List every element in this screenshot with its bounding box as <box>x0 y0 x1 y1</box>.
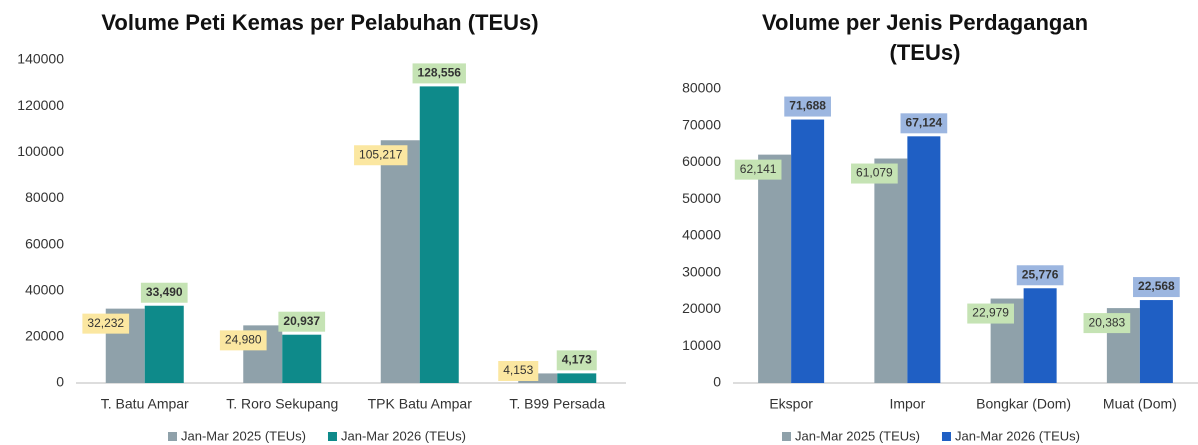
data-label: 22,568 <box>1138 279 1175 293</box>
data-label-box <box>354 145 408 166</box>
y-tick-label: 0 <box>713 374 721 390</box>
bar <box>758 154 792 383</box>
data-label-box <box>278 311 326 332</box>
y-tick-label: 140000 <box>17 51 64 67</box>
x-tick-label: T. Batu Ampar <box>101 396 189 412</box>
x-tick-label: Muat (Dom) <box>1103 396 1177 412</box>
data-label-box <box>140 282 188 303</box>
x-tick-label: T. Roro Sekupang <box>226 396 338 412</box>
data-label: 128,556 <box>418 66 462 80</box>
data-label-box <box>498 361 539 381</box>
x-tick-label: Impor <box>889 396 925 412</box>
data-label: 61,079 <box>856 166 893 180</box>
y-tick-label: 70000 <box>682 116 721 132</box>
legend-swatch <box>168 432 177 441</box>
x-tick-label: TPK Batu Ampar <box>368 396 473 412</box>
y-tick-label: 20000 <box>682 300 721 316</box>
data-label-box <box>1133 277 1180 298</box>
legend-swatch <box>782 432 791 441</box>
bar <box>791 119 825 383</box>
legend-label: Jan-Mar 2026 (TEUs) <box>955 428 1080 443</box>
legend-label: Jan-Mar 2026 (TEUs) <box>341 428 466 443</box>
bar <box>907 136 941 383</box>
y-tick-label: 0 <box>56 374 64 390</box>
x-tick-label: Ekspor <box>769 396 813 412</box>
y-tick-label: 30000 <box>682 263 721 279</box>
y-tick-label: 60000 <box>25 235 64 251</box>
data-label: 22,979 <box>972 306 1009 320</box>
data-label-box <box>82 313 130 334</box>
data-label-box <box>1083 313 1131 334</box>
bar <box>380 140 420 383</box>
data-label: 4,153 <box>503 363 533 377</box>
data-label-box <box>734 159 782 180</box>
bar <box>874 158 908 383</box>
data-label: 67,124 <box>906 115 943 129</box>
data-label: 33,490 <box>146 285 183 299</box>
bar <box>1023 288 1057 383</box>
bar <box>282 334 322 383</box>
data-label: 105,217 <box>359 147 403 161</box>
data-label-box <box>900 113 948 134</box>
data-label: 4,173 <box>562 353 592 367</box>
y-tick-label: 40000 <box>25 281 64 297</box>
y-tick-label: 20000 <box>25 328 64 344</box>
data-label: 62,141 <box>740 162 777 176</box>
bar <box>1139 300 1173 383</box>
chart-title: Volume Peti Kemas per Pelabuhan (TEUs) <box>101 10 539 35</box>
data-label-box <box>412 63 466 84</box>
data-label: 32,232 <box>87 316 124 330</box>
y-tick-label: 10000 <box>682 337 721 353</box>
data-label-box <box>1016 265 1064 286</box>
bar <box>557 373 597 383</box>
data-label: 20,383 <box>1089 315 1126 329</box>
bar <box>144 305 184 383</box>
y-tick-label: 80000 <box>25 189 64 205</box>
y-tick-label: 60000 <box>682 153 721 169</box>
legend-label: Jan-Mar 2025 (TEUs) <box>181 428 306 443</box>
y-tick-label: 40000 <box>682 227 721 243</box>
data-label: 25,776 <box>1022 267 1059 281</box>
data-label-box <box>967 303 1014 324</box>
legend-swatch <box>941 432 951 441</box>
y-tick-label: 120000 <box>17 97 64 113</box>
data-label-box <box>219 330 267 351</box>
x-tick-label: Bongkar (Dom) <box>976 396 1071 412</box>
data-label-box <box>851 163 898 184</box>
y-tick-label: 50000 <box>682 190 721 206</box>
bar <box>419 86 459 383</box>
data-label: 24,980 <box>225 333 262 347</box>
data-label-box <box>556 350 597 371</box>
data-label-box <box>784 96 831 117</box>
legend-label: Jan-Mar 2025 (TEUs) <box>795 428 920 443</box>
data-label: 20,937 <box>283 314 320 328</box>
x-tick-label: T. B99 Persada <box>509 396 605 412</box>
legend-swatch <box>327 432 337 441</box>
data-label: 71,688 <box>789 99 826 113</box>
y-tick-label: 80000 <box>682 80 721 96</box>
chart-title: Volume per Jenis Perdagangan (TEUs) <box>761 10 1089 65</box>
y-tick-label: 100000 <box>17 143 64 159</box>
